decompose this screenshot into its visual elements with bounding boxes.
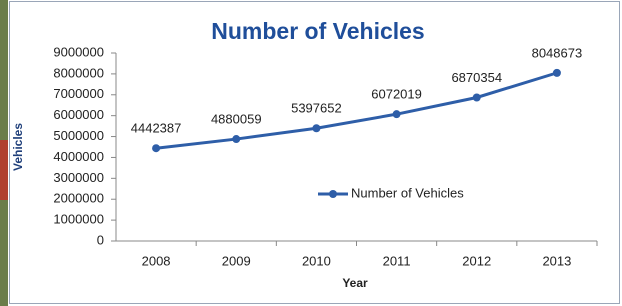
data-label: 8048673 bbox=[532, 45, 583, 60]
chart: Number of Vehicles Year Vehicles 0 100000… bbox=[0, 0, 622, 306]
y-tick-label: 2000000 bbox=[53, 191, 104, 206]
legend-label: Number of Vehicles bbox=[351, 185, 464, 200]
y-tick-label: 6000000 bbox=[53, 107, 104, 122]
data-point bbox=[312, 124, 320, 132]
y-tick-label: 5000000 bbox=[53, 128, 104, 143]
y-tick-label: 4000000 bbox=[53, 149, 104, 164]
x-tick-label: 2008 bbox=[142, 253, 171, 268]
data-label: 5397652 bbox=[291, 101, 342, 116]
y-tick-label: 3000000 bbox=[53, 170, 104, 185]
data-label: 6870354 bbox=[451, 70, 502, 85]
data-point bbox=[232, 135, 240, 143]
y-tick-label: 0 bbox=[97, 232, 104, 247]
x-tick-label: 2012 bbox=[462, 253, 491, 268]
data-label: 4880059 bbox=[211, 111, 262, 126]
data-label: 4442387 bbox=[131, 121, 182, 136]
x-tick-label: 2009 bbox=[222, 253, 251, 268]
photo-edge bbox=[0, 140, 8, 200]
x-axis-title: Year bbox=[342, 276, 368, 290]
x-tick-label: 2010 bbox=[302, 253, 331, 268]
x-tick-label: 2013 bbox=[542, 253, 571, 268]
x-tick-label: 2011 bbox=[383, 253, 411, 268]
data-point bbox=[553, 69, 561, 77]
data-point bbox=[152, 144, 160, 152]
y-tick-label: 9000000 bbox=[53, 44, 104, 59]
data-point bbox=[393, 110, 401, 118]
y-tick-label: 8000000 bbox=[53, 65, 104, 80]
data-label: 6072019 bbox=[371, 87, 422, 102]
y-tick-label: 7000000 bbox=[53, 86, 104, 101]
data-point bbox=[473, 93, 481, 101]
legend-marker bbox=[329, 190, 337, 198]
y-tick-label: 1000000 bbox=[53, 212, 104, 227]
chart-title: Number of Vehicles bbox=[211, 18, 424, 44]
y-axis-title: Vehicles bbox=[11, 123, 25, 171]
